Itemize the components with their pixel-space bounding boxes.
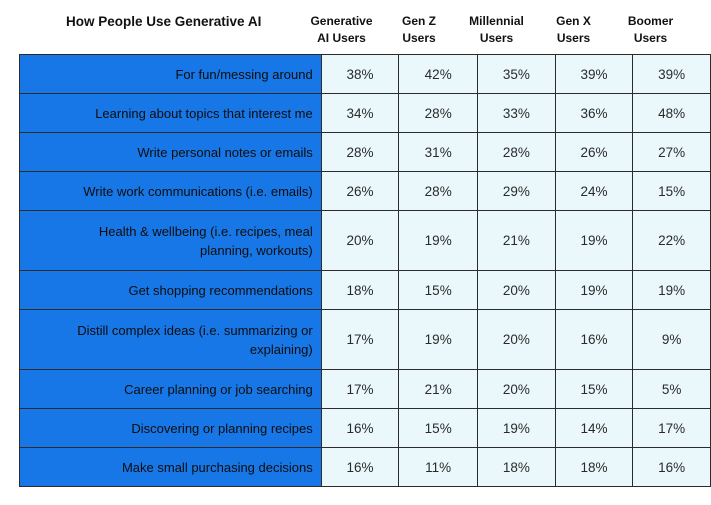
row-label: Write personal notes or emails xyxy=(19,132,322,172)
data-table: For fun/messing around 38% 42% 35% 39% 39% Lea… xyxy=(19,54,711,487)
column-header: Boomer Users xyxy=(612,13,689,47)
data-cell: 19% xyxy=(398,210,479,271)
data-cell: 15% xyxy=(398,408,479,448)
data-cell: 28% xyxy=(398,171,479,211)
column-header: Gen X Users xyxy=(535,13,612,47)
data-cell: 9% xyxy=(632,309,711,370)
data-cell: 28% xyxy=(320,132,400,172)
table-row: Write work communications (i.e. emails) 2… xyxy=(19,171,711,211)
data-cell: 18% xyxy=(554,447,634,487)
data-cell: 26% xyxy=(554,132,634,172)
row-label-line: For fun/messing around xyxy=(175,66,313,82)
data-cell: 19% xyxy=(554,210,634,271)
row-label: Discovering or planning recipes xyxy=(19,408,322,448)
data-cell: 21% xyxy=(477,210,556,271)
column-header: Generative AI Users xyxy=(303,13,380,47)
data-cell: 28% xyxy=(477,132,556,172)
data-cell: 17% xyxy=(320,369,400,409)
column-header-line: Users xyxy=(633,31,668,45)
row-label: Career planning or job searching xyxy=(19,369,322,409)
data-cell: 48% xyxy=(632,93,711,133)
data-cell: 5% xyxy=(632,369,711,409)
row-label-line: Career planning or job searching xyxy=(124,381,313,397)
table-row: Distill complex ideas (i.e. summarizing … xyxy=(19,309,711,370)
data-cell: 36% xyxy=(554,93,634,133)
row-label-line: explaining) xyxy=(249,341,313,357)
data-cell: 31% xyxy=(398,132,479,172)
table-row: Learning about topics that interest me 34… xyxy=(19,93,711,133)
data-cell: 19% xyxy=(477,408,556,448)
data-cell: 20% xyxy=(477,369,556,409)
row-label-line: planning, workouts) xyxy=(200,242,313,258)
data-cell: 34% xyxy=(320,93,400,133)
data-cell: 19% xyxy=(398,309,479,370)
data-cell: 14% xyxy=(554,408,634,448)
data-cell: 16% xyxy=(320,408,400,448)
data-cell: 20% xyxy=(477,309,556,370)
row-label: Make small purchasing decisions xyxy=(19,447,322,487)
chart-title: How People Use Generative AI xyxy=(66,14,262,29)
row-label-line: Learning about topics that interest me xyxy=(95,105,313,121)
data-cell: 16% xyxy=(632,447,711,487)
data-cell: 17% xyxy=(632,408,711,448)
data-cell: 18% xyxy=(320,270,400,310)
row-label-line: Make small purchasing decisions xyxy=(121,459,313,475)
data-cell: 24% xyxy=(554,171,634,211)
table-row: Write personal notes or emails 28% 31% 28% 2… xyxy=(19,132,711,172)
row-label-line: Get shopping recommendations xyxy=(128,282,313,298)
data-cell: 11% xyxy=(398,447,479,487)
column-header: Gen Z Users xyxy=(380,13,458,47)
table-row: Discovering or planning recipes 16% 15% 19%… xyxy=(19,408,711,448)
column-header: Millennial Users xyxy=(458,13,535,47)
row-label: Write work communications (i.e. emails) xyxy=(19,171,322,211)
row-label: Learning about topics that interest me xyxy=(19,93,322,133)
column-header-line: Users xyxy=(479,31,514,45)
data-cell: 21% xyxy=(398,369,479,409)
row-label-line: Discovering or planning recipes xyxy=(131,420,313,436)
data-cell: 15% xyxy=(398,270,479,310)
data-cell: 33% xyxy=(477,93,556,133)
row-label-line: Health & wellbeing (i.e. recipes, meal xyxy=(98,223,313,239)
data-cell: 35% xyxy=(477,54,556,94)
row-label: Get shopping recommendations xyxy=(19,270,322,310)
data-cell: 26% xyxy=(320,171,400,211)
data-cell: 38% xyxy=(320,54,400,94)
row-label-line: Distill complex ideas (i.e. summarizing … xyxy=(77,322,313,338)
data-cell: 15% xyxy=(632,171,711,211)
data-cell: 29% xyxy=(477,171,556,211)
data-cell: 16% xyxy=(554,309,634,370)
table-row: Health & wellbeing (i.e. recipes, meal pl… xyxy=(19,210,711,271)
column-header-line: Boomer xyxy=(627,14,674,28)
data-cell: 20% xyxy=(477,270,556,310)
column-header-line: Users xyxy=(402,31,436,45)
table-row: Make small purchasing decisions 16% 11% 18%… xyxy=(19,447,711,487)
data-cell: 19% xyxy=(554,270,634,310)
table-row: For fun/messing around 38% 42% 35% 39% 39% xyxy=(19,54,711,94)
column-header-line: AI Users xyxy=(317,31,366,45)
column-header-line: Millennial xyxy=(469,14,524,28)
row-label: Health & wellbeing (i.e. recipes, meal pl… xyxy=(19,210,322,271)
column-header-line: Users xyxy=(556,31,591,45)
data-cell: 17% xyxy=(320,309,400,370)
data-cell: 27% xyxy=(632,132,711,172)
data-cell: 16% xyxy=(320,447,400,487)
data-cell: 42% xyxy=(398,54,479,94)
data-cell: 19% xyxy=(632,270,711,310)
data-cell: 18% xyxy=(477,447,556,487)
row-label-line: Write work communications (i.e. emails) xyxy=(83,183,313,199)
data-cell: 39% xyxy=(554,54,634,94)
data-cell: 22% xyxy=(632,210,711,271)
row-label-line: Write personal notes or emails xyxy=(137,144,313,160)
column-header-line: Gen X xyxy=(556,14,591,28)
data-cell: 39% xyxy=(632,54,711,94)
row-label: Distill complex ideas (i.e. summarizing … xyxy=(19,309,322,370)
table-row: Career planning or job searching 17% 21% 20… xyxy=(19,369,711,409)
row-label: For fun/messing around xyxy=(19,54,322,94)
data-cell: 20% xyxy=(320,210,400,271)
data-cell: 15% xyxy=(554,369,634,409)
column-header-line: Generative xyxy=(310,14,373,28)
table-row: Get shopping recommendations 18% 15% 20% 19%… xyxy=(19,270,711,310)
column-header-line: Gen Z xyxy=(401,14,436,28)
data-cell: 28% xyxy=(398,93,479,133)
